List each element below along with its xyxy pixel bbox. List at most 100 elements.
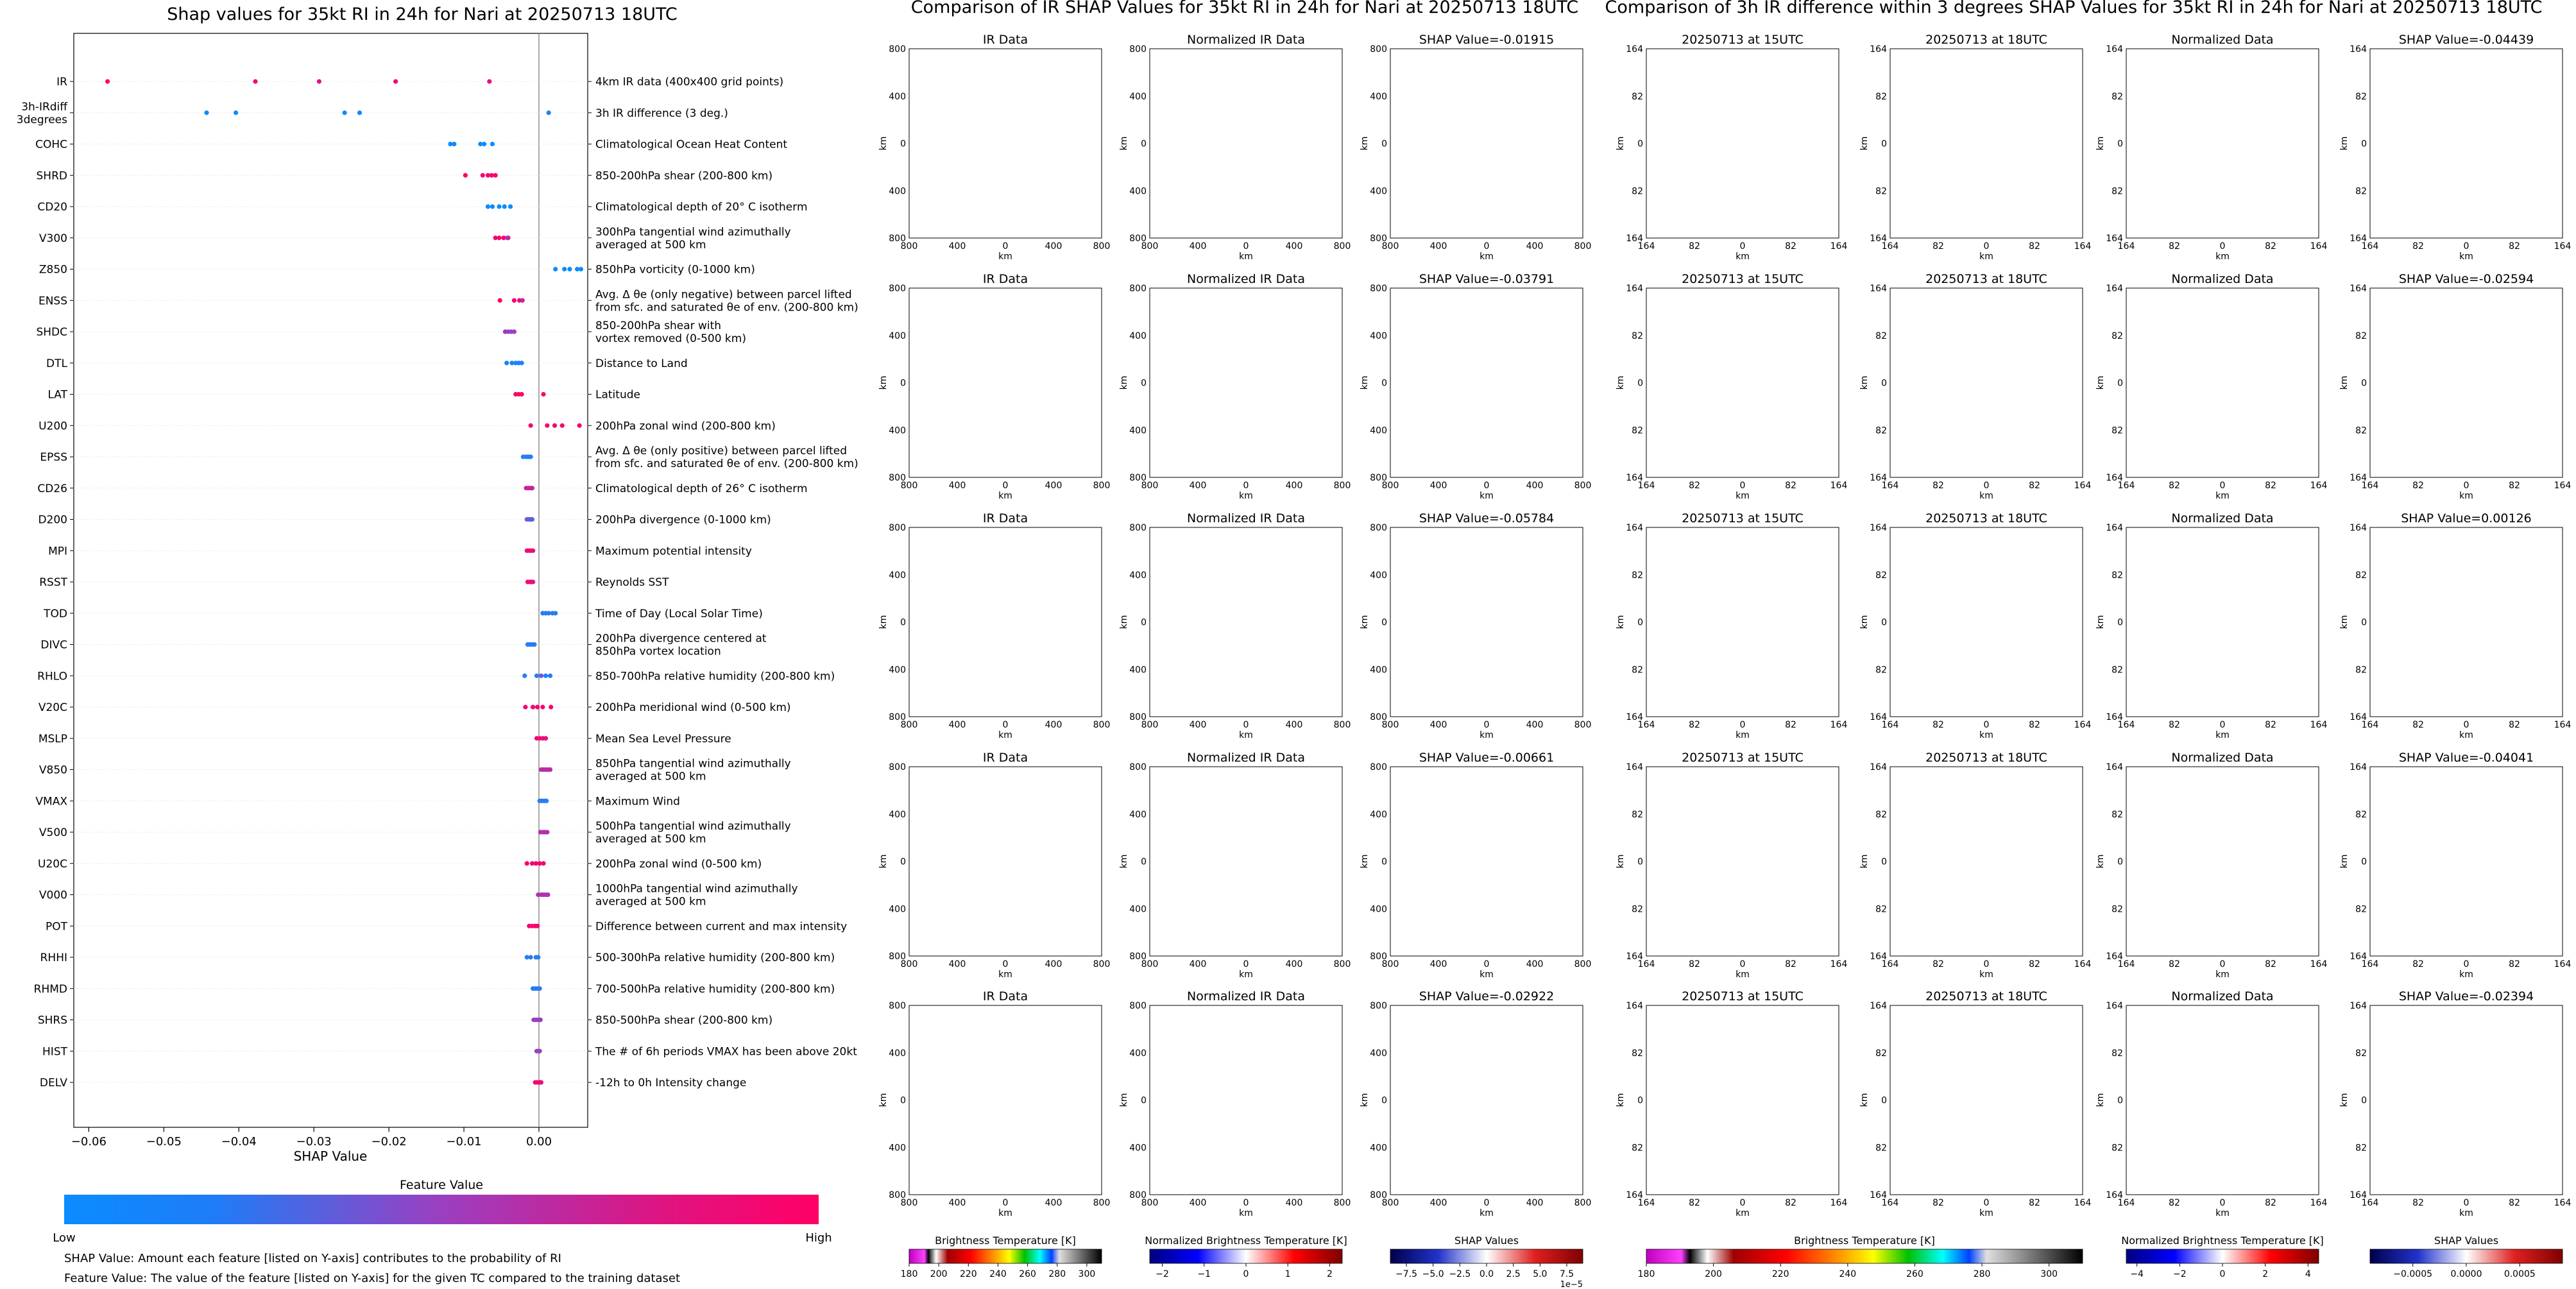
colorbar-tick-label: 260 bbox=[1019, 1269, 1036, 1279]
x-axis-label: km bbox=[1480, 969, 1494, 980]
x-axis-label: km bbox=[2215, 969, 2230, 980]
irdiff-colorbar: Normalized Brightness Temperature [K] −4 −… bbox=[2121, 1234, 2324, 1279]
ir-subplot-title: IR Data bbox=[983, 751, 1028, 765]
y-tick-label: 800 bbox=[889, 1001, 906, 1011]
x-tick-label: 164 bbox=[2554, 241, 2572, 252]
colorbar-tick-label: 300 bbox=[1079, 1269, 1096, 1279]
ir-subplot-title: IR Data bbox=[983, 33, 1028, 47]
y-tick-label: 0 bbox=[2361, 379, 2367, 389]
x-tick-label: 800 bbox=[1093, 241, 1111, 252]
x-tick-label: 400 bbox=[1190, 481, 1207, 491]
shap-point bbox=[485, 173, 491, 178]
shap-plot-title: Shap values for 35kt RI in 24h for Nari … bbox=[167, 4, 678, 24]
x-tick-label: 82 bbox=[1785, 720, 1796, 730]
feature-code-label: V000 bbox=[39, 889, 67, 902]
feature-description-label: Distance to Land bbox=[595, 357, 688, 370]
y-axis-label: km bbox=[1616, 615, 1626, 629]
x-tick-label: 800 bbox=[901, 241, 918, 252]
ir-heatmap-image bbox=[1150, 49, 1342, 238]
y-axis-label: km bbox=[878, 855, 889, 869]
x-axis-label: km bbox=[1239, 491, 1253, 501]
ir-subplot-frame bbox=[1149, 48, 1343, 239]
y-tick-label: 82 bbox=[1632, 331, 1643, 341]
shap-point bbox=[553, 266, 558, 272]
shap-point bbox=[508, 204, 513, 209]
y-tick-label: 0 bbox=[900, 139, 906, 149]
x-tick-label: 0 bbox=[2220, 481, 2226, 491]
x-tick-label: 82 bbox=[2265, 1198, 2276, 1208]
ir-subplot-title: SHAP Value=-0.03791 bbox=[1419, 272, 1554, 286]
feature-description-label: 200hPa zonal wind (200-800 km) bbox=[595, 420, 776, 432]
feature-code-label: ENSS bbox=[38, 295, 67, 307]
y-tick-label: 0 bbox=[1381, 857, 1387, 867]
colorbar-tick-label: 0.0000 bbox=[2451, 1269, 2482, 1279]
y-tick-label: 82 bbox=[2355, 1143, 2367, 1153]
shap-point bbox=[485, 204, 491, 209]
y-axis-label: km bbox=[2095, 1093, 2106, 1107]
feature-code-label: D200 bbox=[38, 514, 67, 527]
y-tick-label: 400 bbox=[1370, 810, 1387, 820]
ir-subplot-title: IR Data bbox=[983, 272, 1028, 286]
x-tick-label: 164 bbox=[2074, 1198, 2092, 1208]
ir-subplot-title: IR Data bbox=[983, 989, 1028, 1003]
irdiff-heatmap-image bbox=[1646, 288, 1839, 477]
shap-point bbox=[523, 704, 528, 710]
feature-description-label: from sfc. and saturated θe of env. (200-… bbox=[595, 301, 858, 314]
x-tick-label: 82 bbox=[2265, 241, 2276, 252]
y-tick-label: 0 bbox=[1381, 139, 1387, 149]
x-tick-label: 400 bbox=[1430, 241, 1447, 252]
y-tick-label: 164 bbox=[1870, 44, 1887, 55]
x-axis-label: km bbox=[998, 730, 1012, 740]
colorbar-tick-label: −2.5 bbox=[1449, 1269, 1471, 1279]
irdiff-subplot-frame bbox=[1646, 1005, 1839, 1195]
irdiff-subplot-title: 20250713 at 18UTC bbox=[1925, 989, 2047, 1003]
colorbar-tick-label: 0 bbox=[2220, 1269, 2226, 1279]
colorbar-tick-label: −0.0005 bbox=[2393, 1269, 2432, 1279]
shap-point bbox=[529, 486, 535, 491]
y-tick-label: 800 bbox=[889, 523, 906, 533]
x-axis-label: km bbox=[1736, 491, 1750, 501]
x-tick-label: 0 bbox=[1243, 1198, 1249, 1208]
ir-subplot: Normalized IR Data8008004004000040040080… bbox=[1119, 511, 1351, 740]
colorbar-tick-label: 0 bbox=[1243, 1269, 1249, 1279]
shap-point bbox=[540, 704, 545, 710]
x-axis-label: km bbox=[998, 252, 1012, 262]
irdiff-subplot: Normalized Data1641648282008282164164kmk… bbox=[2095, 751, 2327, 980]
colorbar-tick-label: 1 bbox=[1285, 1269, 1291, 1279]
feature-code-label: DELV bbox=[40, 1077, 67, 1089]
colorbar-tick-label: 240 bbox=[1839, 1269, 1856, 1279]
feature-code-label: V300 bbox=[39, 232, 67, 245]
irdiff-subplot: 20250713 at 18UTC1641648282008282164164k… bbox=[1859, 511, 2091, 740]
irdiff-subplot: Normalized Data1641648282008282164164kmk… bbox=[2095, 272, 2327, 501]
shap-note-1: SHAP Value: Amount each feature [listed … bbox=[64, 1252, 561, 1265]
x-tick-label: 0 bbox=[1984, 959, 1990, 969]
irdiff-subplot-frame bbox=[2369, 287, 2563, 478]
shap-point bbox=[535, 923, 540, 928]
ir-heatmap-image bbox=[1150, 767, 1342, 956]
irdiff-subplot: SHAP Value=0.001261641648282008282164164… bbox=[2339, 511, 2571, 740]
shap-point bbox=[538, 673, 544, 678]
irdiff-subplot: 20250713 at 15UTC1641648282008282164164k… bbox=[1616, 989, 1847, 1218]
feature-code-label: RHMD bbox=[34, 983, 67, 996]
irdiff-panel-title: Comparison of 3h IR difference within 3 … bbox=[1605, 0, 2543, 17]
y-axis-label: km bbox=[1360, 137, 1370, 151]
y-tick-label: 0 bbox=[2361, 1096, 2367, 1106]
feature-description-label: Maximum Wind bbox=[595, 795, 680, 808]
x-tick-label: 400 bbox=[1045, 959, 1062, 969]
feature-code-label: COHC bbox=[35, 139, 67, 151]
feature-code-label: SHRS bbox=[38, 1014, 67, 1027]
y-tick-label: 0 bbox=[1141, 618, 1147, 628]
feature-description-label: The # of 6h periods VMAX has been above … bbox=[595, 1045, 857, 1058]
x-tick-label: 82 bbox=[2509, 720, 2520, 730]
colorbar-tick-label: 280 bbox=[1974, 1269, 1991, 1279]
feature-description-label: averaged at 500 km bbox=[595, 896, 706, 909]
y-tick-label: 164 bbox=[2106, 44, 2123, 55]
shap-axes: −0.06 −0.05 −0.04 −0.03 −0.02 −0.01 0.00 IR 4km … bbox=[17, 33, 858, 1148]
ir-subplot-frame bbox=[1390, 287, 1583, 478]
x-tick-label: 400 bbox=[949, 1198, 966, 1208]
shap-point bbox=[478, 141, 483, 147]
y-tick-label: 0 bbox=[900, 379, 906, 389]
shap-point bbox=[524, 861, 529, 866]
